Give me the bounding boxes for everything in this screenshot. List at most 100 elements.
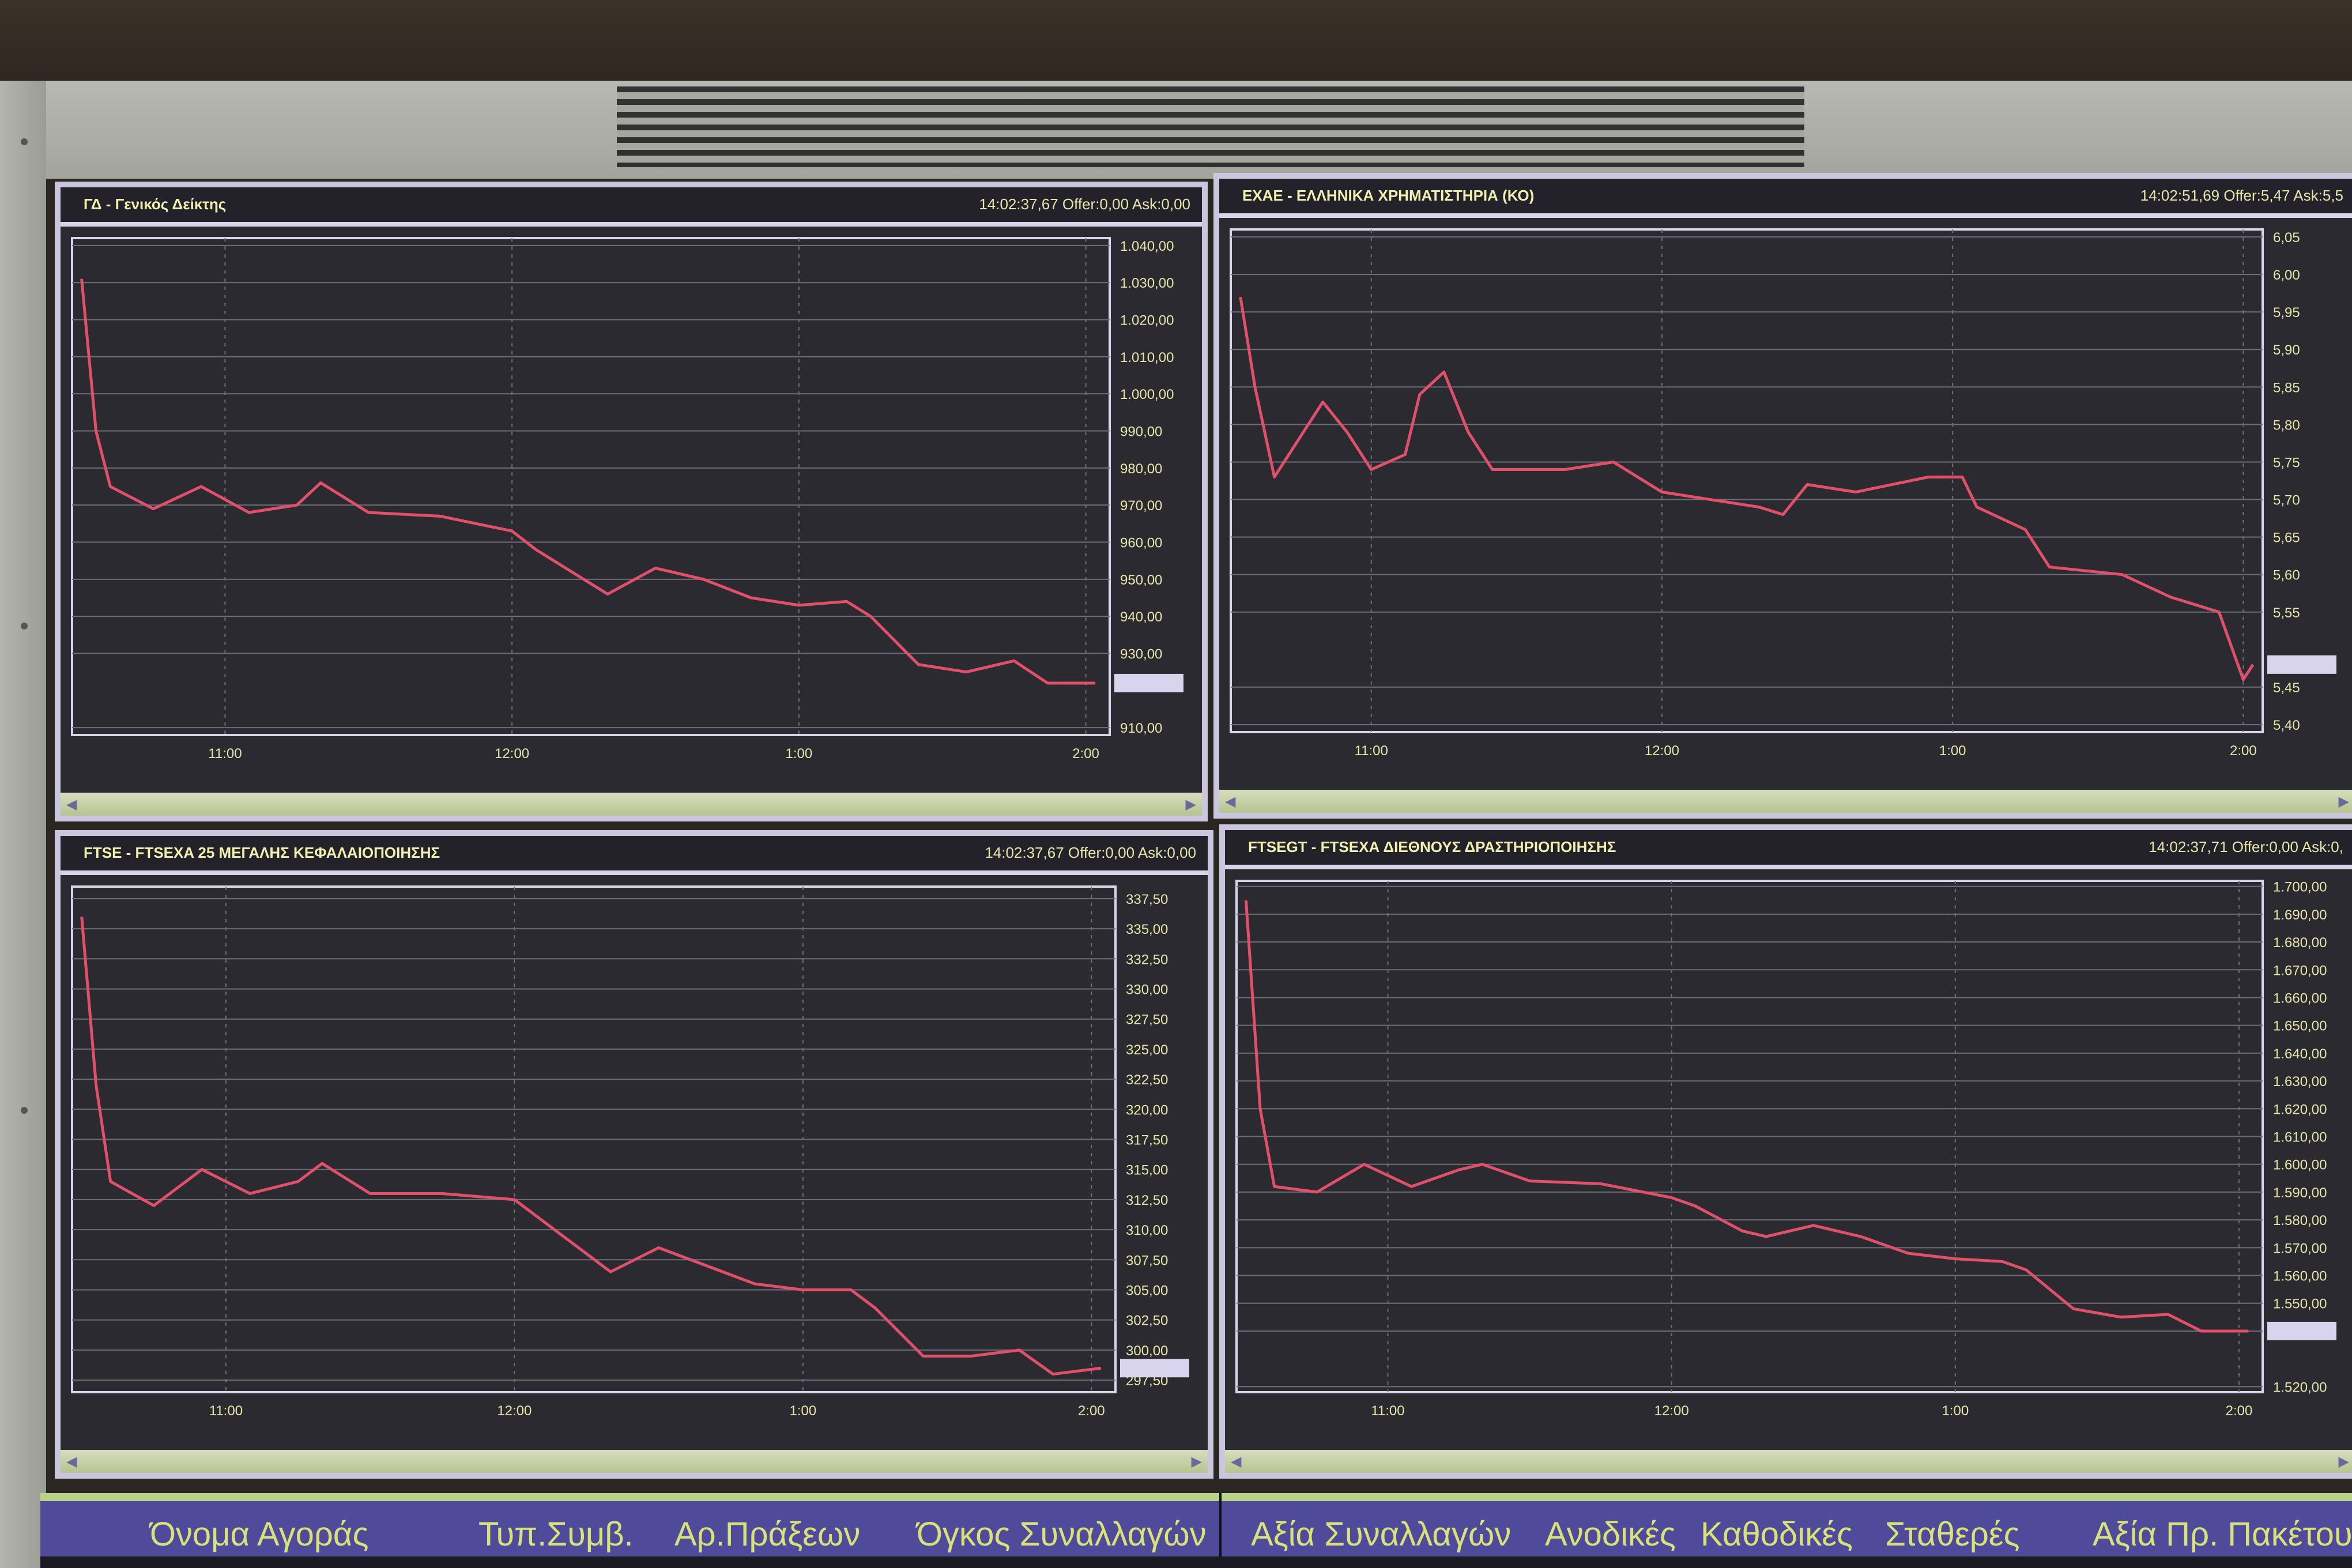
scroll-left-icon[interactable]: ◀ [66,1454,77,1469]
y-tick-label: 5,70 [2273,493,2300,508]
screen-seam [1219,1493,1222,1568]
market-table-header: Όνομα Αγοράς Τυπ.Συμβ. Αρ.Πράξεων Όγκος … [40,1493,2352,1568]
column-header[interactable]: Καθοδικές [1701,1516,1853,1553]
line-chart: 1.700,00 1.690,00 1.680,00 1.670,00 1.660,00… [1235,880,2336,1419]
x-tick-label: 2:00 [2226,1403,2253,1419]
y-tick-label: 302,50 [1126,1313,1168,1329]
chart-panel-ftse25: FTSE - FTSEXA 25 ΜΕΓΑΛΗΣ ΚΕΦΑΛΑΙΟΠΟΙΗΣΗΣ… [55,830,1213,1479]
column-header[interactable]: Αρ.Πράξεων [674,1516,861,1553]
scroll-right-icon[interactable]: ▶ [2338,794,2349,809]
x-tick-label: 11:00 [208,746,242,762]
y-tick-label: 320,00 [1126,1102,1168,1118]
y-tick-label: 5,80 [2273,417,2300,433]
price-series-line [1239,296,2255,681]
y-tick-label: 1.030,00 [1120,276,1174,291]
y-tick-label: 1.010,00 [1120,350,1174,365]
chart-panel-exae: ΕΧΑΕ - ΕΛΛΗΝΙΚΑ ΧΡΗΜΑΤΙΣΤΗΡΙΑ (ΚΟ) 14:02:… [1213,173,2352,819]
current-price-marker [2267,1321,2336,1340]
y-tick-label: 990,00 [1120,424,1162,440]
x-tick-label: 12:00 [1645,743,1679,759]
y-tick-label: 1.660,00 [2273,990,2327,1006]
quote-readout: 14:02:51,69 Offer:5,47 Ask:5,5 [2140,187,2343,204]
screw-icon [21,138,28,145]
y-tick-label: 5,90 [2273,342,2300,358]
scroll-right-icon[interactable]: ▶ [1191,1454,1202,1469]
table-row [40,1556,2352,1568]
x-tick-label: 1:00 [785,746,812,762]
y-tick-label: 317,50 [1126,1133,1168,1148]
x-tick-label: 12:00 [1654,1403,1689,1419]
y-tick-label: 5,85 [2273,380,2300,395]
y-tick-label: 930,00 [1120,646,1162,662]
y-tick-label: 1.000,00 [1120,387,1174,402]
column-header[interactable]: Όγκος Συναλλαγών [917,1516,1207,1553]
y-tick-label: 307,50 [1126,1253,1168,1268]
y-tick-label: 980,00 [1120,461,1162,477]
y-tick-label: 327,50 [1126,1012,1168,1028]
horizontal-scrollbar[interactable]: ◀ ▶ [61,793,1202,816]
chart-panel-ftsegt: FTSEGT - FTSEXA ΔΙΕΘΝΟΥΣ ΔΡΑΣΤΗΡΙΟΠΟΙΗΣΗ… [1219,824,2352,1479]
y-tick-label: 1.550,00 [2273,1296,2327,1312]
y-tick-label: 312,50 [1126,1193,1168,1208]
horizontal-scrollbar[interactable]: ◀ ▶ [61,1450,1208,1473]
y-tick-label: 5,65 [2273,530,2300,546]
screw-icon [21,623,28,630]
chart-title: FTSE - FTSEXA 25 ΜΕΓΑΛΗΣ ΚΕΦΑΛΑΙΟΠΟΙΗΣΗΣ [84,844,440,861]
y-tick-label: 1.620,00 [2273,1102,2327,1117]
y-tick-label: 300,00 [1126,1343,1168,1359]
column-header[interactable]: Σταθερές [1885,1516,2020,1553]
y-tick-label: 6,05 [2273,230,2300,246]
y-tick-label: 1.040,00 [1120,239,1174,254]
y-tick-label: 332,50 [1126,952,1168,967]
y-tick-label: 1.670,00 [2273,963,2327,978]
y-tick-label: 1.560,00 [2273,1269,2327,1284]
y-tick-label: 335,00 [1126,922,1168,937]
y-tick-label: 1.600,00 [2273,1158,2327,1173]
y-tick-label: 1.020,00 [1120,313,1174,329]
column-header[interactable]: Αξία Συναλλαγών [1251,1516,1512,1553]
y-tick-label: 910,00 [1120,721,1162,736]
y-tick-label: 1.580,00 [2273,1213,2327,1228]
x-tick-label: 1:00 [1939,743,1966,759]
y-tick-label: 337,50 [1126,892,1168,907]
scroll-left-icon[interactable]: ◀ [66,797,77,812]
ventilation-grille [617,86,1804,167]
y-tick-label: 970,00 [1120,498,1162,514]
column-header[interactable]: Τυπ.Συμβ. [478,1516,634,1553]
y-tick-label: 1.690,00 [2273,907,2327,923]
chart-header: ΓΔ - Γενικός Δείκτης 14:02:37,67 Offer:0,… [61,187,1202,227]
column-header[interactable]: Ανοδικές [1545,1516,1676,1553]
y-tick-label: 5,60 [2273,568,2300,583]
horizontal-scrollbar[interactable]: ◀ ▶ [1219,790,2352,813]
line-chart: 6,05 6,00 5,95 5,90 5,85 5,80 5,75 5,70 5,65 5,60… [1230,228,2336,759]
current-price-marker [1120,1359,1189,1378]
scroll-right-icon[interactable]: ▶ [1185,797,1196,812]
y-tick-label: 1.630,00 [2273,1074,2327,1090]
current-price-marker [1114,673,1183,692]
y-tick-label: 1.650,00 [2273,1019,2327,1034]
chart-panel-general-index: ΓΔ - Γενικός Δείκτης 14:02:37,67 Offer:0,… [55,182,1208,821]
y-tick-label: 5,95 [2273,305,2300,321]
x-tick-label: 2:00 [1072,746,1099,762]
x-tick-label: 12:00 [497,1403,532,1419]
y-tick-label: 305,00 [1126,1283,1168,1299]
chart-header: FTSEGT - FTSEXA ΔΙΕΘΝΟΥΣ ΔΡΑΣΤΗΡΙΟΠΟΙΗΣΗ… [1225,830,2352,869]
y-tick-label: 1.570,00 [2273,1241,2327,1256]
x-tick-label: 1:00 [789,1403,816,1419]
y-tick-label: 325,00 [1126,1042,1168,1058]
column-header[interactable]: Αξία Πρ. Πακέτου [2093,1516,2352,1553]
scroll-left-icon[interactable]: ◀ [1225,794,1236,809]
horizontal-scrollbar[interactable]: ◀ ▶ [1225,1450,2352,1473]
scroll-right-icon[interactable]: ▶ [2338,1454,2349,1469]
chart-title: FTSEGT - FTSEXA ΔΙΕΘΝΟΥΣ ΔΡΑΣΤΗΡΙΟΠΟΙΗΣΗ… [1248,838,1616,855]
y-tick-label: 940,00 [1120,609,1162,625]
y-tick-label: 330,00 [1126,982,1168,997]
y-tick-label: 1.590,00 [2273,1185,2327,1201]
column-header[interactable]: Όνομα Αγοράς [150,1516,369,1553]
line-chart: 1.040,00 1.030,00 1.020,00 1.010,00 1.000,00… [71,237,1183,762]
x-tick-label: 11:00 [1371,1403,1404,1419]
y-tick-label: 5,45 [2273,680,2300,696]
scroll-left-icon[interactable]: ◀ [1231,1454,1242,1469]
quote-readout: 14:02:37,67 Offer:0,00 Ask:0,00 [985,844,1196,861]
x-tick-label: 2:00 [1078,1403,1105,1419]
